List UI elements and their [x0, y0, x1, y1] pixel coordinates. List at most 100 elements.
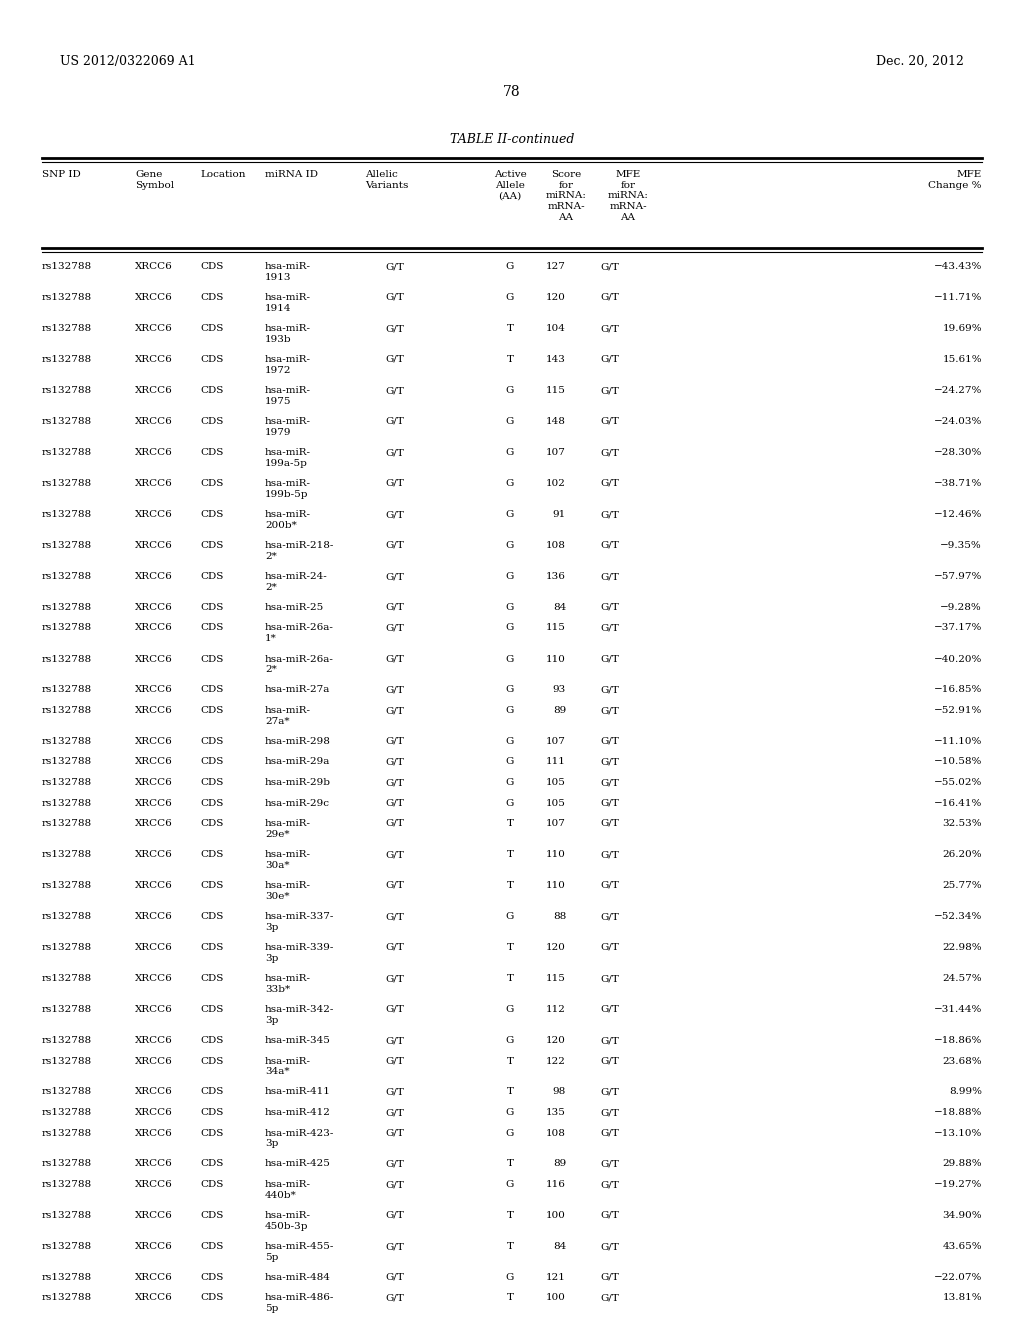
- Text: G/T: G/T: [600, 1005, 620, 1014]
- Text: CDS: CDS: [200, 293, 223, 302]
- Text: G/T: G/T: [600, 818, 620, 828]
- Text: rs132788: rs132788: [42, 1159, 92, 1168]
- Text: rs132788: rs132788: [42, 850, 92, 859]
- Text: 108: 108: [546, 1129, 566, 1138]
- Text: CDS: CDS: [200, 880, 223, 890]
- Text: G/T: G/T: [600, 603, 620, 612]
- Text: G/T: G/T: [600, 447, 620, 457]
- Text: XRCC6: XRCC6: [135, 1180, 173, 1189]
- Text: hsa-miR-
29e*: hsa-miR- 29e*: [265, 818, 311, 838]
- Text: G/T: G/T: [386, 572, 404, 581]
- Text: G: G: [506, 1107, 514, 1117]
- Text: rs132788: rs132788: [42, 655, 92, 664]
- Text: G/T: G/T: [600, 1036, 620, 1045]
- Text: −52.34%: −52.34%: [934, 912, 982, 921]
- Text: hsa-miR-
30a*: hsa-miR- 30a*: [265, 850, 311, 870]
- Text: XRCC6: XRCC6: [135, 912, 173, 921]
- Text: 43.65%: 43.65%: [942, 1242, 982, 1251]
- Text: G/T: G/T: [386, 850, 404, 859]
- Text: rs132788: rs132788: [42, 510, 92, 519]
- Text: G/T: G/T: [600, 1294, 620, 1303]
- Text: T: T: [507, 1294, 513, 1303]
- Text: G: G: [506, 706, 514, 715]
- Text: G/T: G/T: [386, 777, 404, 787]
- Text: T: T: [507, 1242, 513, 1251]
- Text: 102: 102: [546, 479, 566, 488]
- Text: 120: 120: [546, 1036, 566, 1045]
- Text: G: G: [506, 655, 514, 664]
- Text: G/T: G/T: [600, 1210, 620, 1220]
- Text: G/T: G/T: [386, 417, 404, 426]
- Text: CDS: CDS: [200, 799, 223, 808]
- Text: CDS: CDS: [200, 1180, 223, 1189]
- Text: −24.27%: −24.27%: [934, 385, 982, 395]
- Text: hsa-miR-
199b-5p: hsa-miR- 199b-5p: [265, 479, 311, 499]
- Text: rs132788: rs132788: [42, 799, 92, 808]
- Text: rs132788: rs132788: [42, 1180, 92, 1189]
- Text: G/T: G/T: [600, 1180, 620, 1189]
- Text: G/T: G/T: [386, 880, 404, 890]
- Text: G/T: G/T: [386, 1107, 404, 1117]
- Text: CDS: CDS: [200, 447, 223, 457]
- Text: CDS: CDS: [200, 479, 223, 488]
- Text: −22.07%: −22.07%: [934, 1272, 982, 1282]
- Text: 115: 115: [546, 385, 566, 395]
- Text: 32.53%: 32.53%: [942, 818, 982, 828]
- Text: CDS: CDS: [200, 1242, 223, 1251]
- Text: hsa-miR-
30e*: hsa-miR- 30e*: [265, 880, 311, 900]
- Text: G/T: G/T: [386, 1056, 404, 1065]
- Text: CDS: CDS: [200, 603, 223, 612]
- Text: hsa-miR-24-
2*: hsa-miR-24- 2*: [265, 572, 328, 591]
- Text: 136: 136: [546, 572, 566, 581]
- Text: G: G: [506, 1036, 514, 1045]
- Text: miRNA ID: miRNA ID: [265, 170, 318, 180]
- Text: G/T: G/T: [600, 737, 620, 746]
- Text: hsa-miR-
27a*: hsa-miR- 27a*: [265, 706, 311, 726]
- Text: rs132788: rs132788: [42, 603, 92, 612]
- Text: 110: 110: [546, 655, 566, 664]
- Text: rs132788: rs132788: [42, 974, 92, 983]
- Text: G/T: G/T: [386, 1005, 404, 1014]
- Text: G/T: G/T: [600, 1056, 620, 1065]
- Text: G/T: G/T: [600, 1242, 620, 1251]
- Text: −43.43%: −43.43%: [934, 261, 982, 271]
- Text: G/T: G/T: [386, 293, 404, 302]
- Text: XRCC6: XRCC6: [135, 623, 173, 632]
- Text: 8.99%: 8.99%: [949, 1088, 982, 1097]
- Text: G/T: G/T: [386, 323, 404, 333]
- Text: G: G: [506, 1129, 514, 1138]
- Text: G/T: G/T: [600, 1272, 620, 1282]
- Text: G/T: G/T: [386, 541, 404, 550]
- Text: hsa-miR-
34a*: hsa-miR- 34a*: [265, 1056, 311, 1076]
- Text: rs132788: rs132788: [42, 541, 92, 550]
- Text: 122: 122: [546, 1056, 566, 1065]
- Text: rs132788: rs132788: [42, 1107, 92, 1117]
- Text: G: G: [506, 385, 514, 395]
- Text: hsa-miR-27a: hsa-miR-27a: [265, 685, 331, 694]
- Text: G/T: G/T: [600, 799, 620, 808]
- Text: G/T: G/T: [600, 974, 620, 983]
- Text: 110: 110: [546, 880, 566, 890]
- Text: 112: 112: [546, 1005, 566, 1014]
- Text: hsa-miR-26a-
1*: hsa-miR-26a- 1*: [265, 623, 334, 643]
- Text: −10.58%: −10.58%: [934, 758, 982, 767]
- Text: XRCC6: XRCC6: [135, 293, 173, 302]
- Text: hsa-miR-
450b-3p: hsa-miR- 450b-3p: [265, 1210, 311, 1230]
- Text: hsa-miR-412: hsa-miR-412: [265, 1107, 331, 1117]
- Text: 78: 78: [503, 84, 521, 99]
- Text: G: G: [506, 541, 514, 550]
- Text: −13.10%: −13.10%: [934, 1129, 982, 1138]
- Text: rs132788: rs132788: [42, 417, 92, 426]
- Text: −18.88%: −18.88%: [934, 1107, 982, 1117]
- Text: G/T: G/T: [600, 355, 620, 364]
- Text: G/T: G/T: [600, 758, 620, 767]
- Text: TABLE II-continued: TABLE II-continued: [450, 133, 574, 147]
- Text: Allelic
Variants: Allelic Variants: [365, 170, 409, 190]
- Text: rs132788: rs132788: [42, 818, 92, 828]
- Text: G/T: G/T: [600, 385, 620, 395]
- Text: G/T: G/T: [386, 1272, 404, 1282]
- Text: hsa-miR-
33b*: hsa-miR- 33b*: [265, 974, 311, 994]
- Text: G/T: G/T: [600, 706, 620, 715]
- Text: T: T: [507, 355, 513, 364]
- Text: T: T: [507, 942, 513, 952]
